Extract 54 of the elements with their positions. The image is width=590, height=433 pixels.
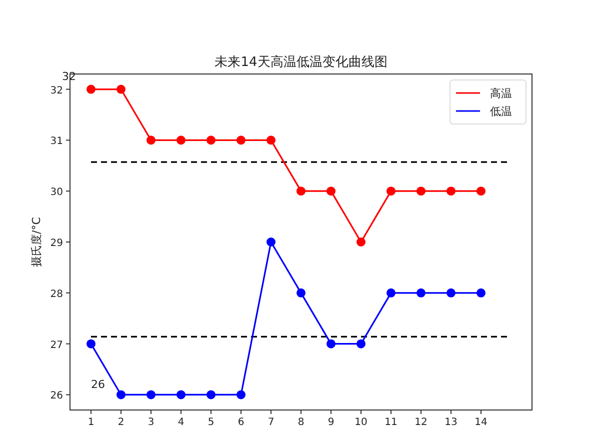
y-tick-label: 31 bbox=[50, 136, 63, 148]
point bbox=[296, 288, 306, 298]
annotation: 26 bbox=[91, 378, 105, 391]
point bbox=[476, 186, 486, 196]
x-tick-label: 1 bbox=[88, 417, 94, 428]
x-tick-label: 13 bbox=[444, 417, 458, 428]
point bbox=[416, 186, 426, 196]
x-tick-label: 9 bbox=[328, 417, 334, 428]
point bbox=[86, 84, 96, 94]
point bbox=[146, 136, 156, 145]
x-tick-label: 11 bbox=[384, 417, 398, 428]
point bbox=[386, 186, 396, 196]
x-tick-label: 8 bbox=[298, 417, 304, 428]
x-tick-label: 6 bbox=[238, 417, 244, 428]
point bbox=[176, 136, 186, 145]
point bbox=[326, 339, 336, 348]
point bbox=[116, 390, 126, 400]
x-tick-label: 10 bbox=[354, 417, 368, 428]
point bbox=[266, 136, 276, 145]
y-tick-label: 27 bbox=[50, 340, 63, 351]
x-tick-label: 14 bbox=[474, 417, 488, 428]
point bbox=[356, 238, 366, 246]
point bbox=[236, 136, 246, 145]
point bbox=[386, 288, 396, 298]
point bbox=[416, 288, 426, 298]
point bbox=[236, 390, 246, 400]
point bbox=[206, 390, 216, 400]
point bbox=[206, 136, 216, 145]
point bbox=[446, 186, 456, 196]
point bbox=[266, 238, 276, 246]
x-tick-label: 5 bbox=[208, 417, 214, 428]
y-tick-label: 28 bbox=[50, 288, 63, 300]
point bbox=[476, 288, 486, 298]
y-tick-label: 26 bbox=[50, 390, 63, 402]
point bbox=[326, 186, 336, 196]
y-tick-label: 29 bbox=[50, 238, 63, 249]
point bbox=[86, 339, 96, 348]
point bbox=[146, 390, 156, 400]
point bbox=[176, 390, 186, 400]
x-tick-label: 7 bbox=[268, 417, 274, 428]
x-tick-label: 2 bbox=[118, 417, 124, 428]
x-tick-label: 12 bbox=[414, 417, 428, 428]
point bbox=[116, 84, 126, 94]
x-tick-label: 3 bbox=[148, 417, 154, 428]
y-axis-title: 摄氏度/°C bbox=[30, 216, 43, 267]
legend-label: 低温 bbox=[490, 105, 512, 118]
point bbox=[446, 288, 456, 298]
point bbox=[296, 186, 306, 196]
x-tick-label: 4 bbox=[178, 417, 184, 428]
y-tick-label: 32 bbox=[50, 85, 63, 96]
chart-title: 未来14天高温低温变化曲线图 bbox=[214, 54, 388, 70]
y-tick-label: 30 bbox=[50, 187, 63, 198]
point bbox=[356, 339, 366, 348]
legend-label: 高温 bbox=[490, 87, 512, 100]
